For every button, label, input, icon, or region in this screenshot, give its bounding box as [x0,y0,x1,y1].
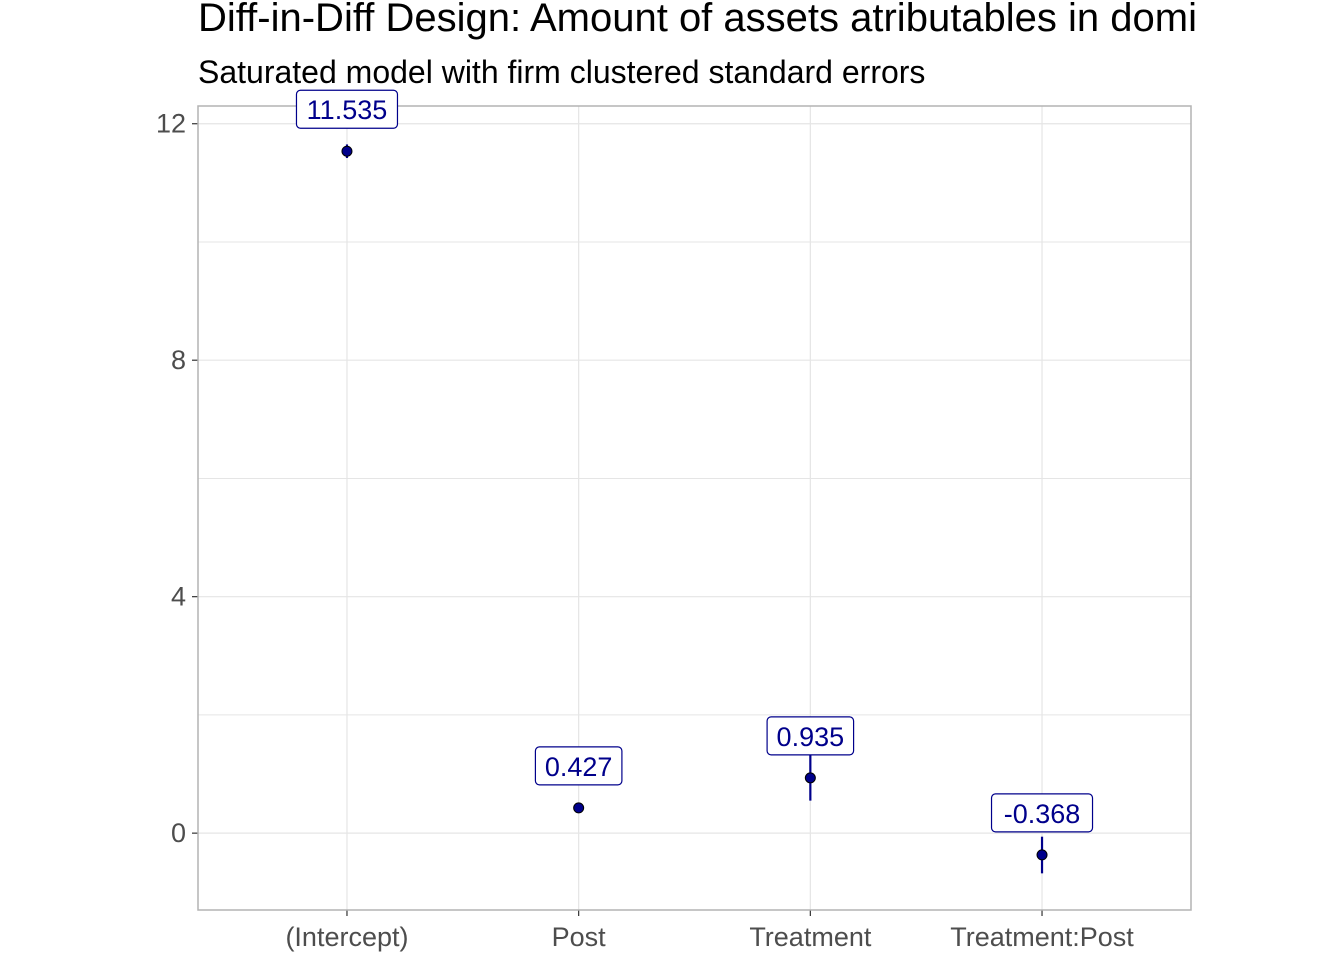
estimate-point [1036,849,1048,861]
x-tick-label: Treatment:Post [950,922,1134,952]
y-tick-label: 8 [171,345,186,375]
y-tick-label: 12 [156,109,186,139]
chart-title: Diff-in-Diff Design: Amount of assets at… [198,0,1197,40]
estimate-label-box [295,89,399,129]
estimate-label-box [990,793,1094,833]
x-tick-label: (Intercept) [285,922,408,952]
x-tick-label: Post [552,922,607,952]
estimate-point [341,145,353,157]
estimate-label: 11.535 [307,95,388,125]
estimate-point [573,802,585,814]
estimate-label: -0.368 [1004,799,1081,829]
y-tick-label: 0 [171,818,186,848]
estimate-label: 0.427 [545,752,613,782]
estimate-point [804,772,816,784]
estimate-label-box [766,716,855,756]
estimate-label-box [534,746,623,786]
x-tick-label: Treatment [749,922,872,952]
estimate-label: 0.935 [777,722,845,752]
panel-border [197,105,1192,911]
chart-subtitle: Saturated model with firm clustered stan… [198,54,926,90]
y-tick-label: 4 [171,582,186,612]
